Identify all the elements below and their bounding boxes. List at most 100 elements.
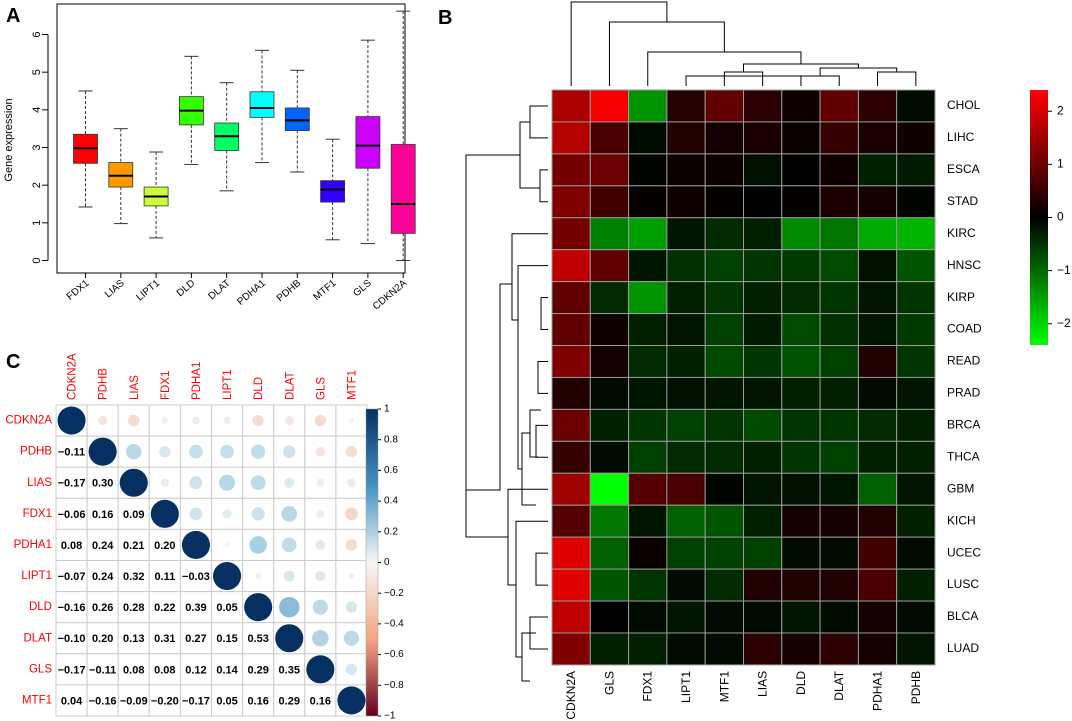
heatmap-cell <box>704 376 745 410</box>
heatmap-cell <box>819 281 859 315</box>
heatmap-cell <box>666 568 706 602</box>
heatmap-cell <box>743 185 783 219</box>
box-pdha1 <box>249 49 275 164</box>
corr-circle <box>316 478 325 487</box>
corr-value: 0.08 <box>154 664 175 676</box>
heatmap-cell <box>857 313 898 347</box>
corr-value: 0.16 <box>247 695 268 707</box>
corr-circle <box>224 542 230 548</box>
col-dendro-branch <box>877 71 917 86</box>
row-dendro-branch <box>521 432 536 506</box>
corr-cell <box>148 622 181 655</box>
corr-legend-label: 0.4 <box>384 496 398 507</box>
heatmap-cell <box>857 153 898 187</box>
corr-circle <box>219 474 235 491</box>
corr-value: 0.08 <box>61 540 82 552</box>
corr-circle <box>284 477 295 488</box>
row-label-kirp: KIRP <box>947 290 975 304</box>
col-label-dld: DLD <box>794 671 808 695</box>
corr-row-label: LIPT1 <box>21 570 52 582</box>
row-label-gbm: GBM <box>947 481 974 495</box>
corr-circle <box>315 540 326 550</box>
panel-label-c: C <box>6 351 20 373</box>
corr-cell <box>211 684 244 717</box>
y-tick-label: 2 <box>31 182 43 188</box>
corr-row-label: DLAT <box>23 632 52 644</box>
heatmap-cell <box>819 121 859 155</box>
corr-circle <box>255 572 262 580</box>
corr-circle <box>213 562 242 591</box>
heatmap-cell <box>551 153 591 187</box>
corr-value: −0.17 <box>58 478 86 490</box>
heatmap-cell <box>551 632 591 666</box>
corr-cell <box>304 497 337 530</box>
x-tick-label: LIAS <box>103 278 127 301</box>
heatmap-cell <box>666 536 706 570</box>
heatmap-cell <box>704 345 745 378</box>
corr-circle <box>244 593 273 622</box>
corr-cell <box>86 528 119 562</box>
corr-circle <box>250 444 266 459</box>
corr-cell <box>55 684 88 717</box>
heatmap-cell <box>704 121 745 155</box>
panel-label-a: A <box>6 5 20 27</box>
heatmap-cell <box>628 504 668 538</box>
heatmap-cell <box>666 600 706 634</box>
heatmap-cell <box>666 313 706 347</box>
heatmap-cell <box>743 281 783 315</box>
row-dendro-branch <box>511 233 548 321</box>
heatmap-cell <box>666 376 706 410</box>
corr-cell <box>148 684 181 717</box>
corr-circle <box>279 596 300 618</box>
corr-legend-label: 0.6 <box>384 465 398 476</box>
heatmap-cell <box>666 440 706 474</box>
heatmap-cell <box>819 89 859 123</box>
corr-col-label: LIAS <box>129 375 141 400</box>
col-label-pdhb: PDHB <box>909 671 923 704</box>
corr-circle <box>345 446 358 458</box>
heatmap-cell <box>743 153 783 187</box>
heatmap-cell <box>819 568 859 602</box>
corr-cell <box>179 591 212 624</box>
heatmap-cell <box>551 536 591 570</box>
corr-value: 0.08 <box>123 664 144 676</box>
heatmap-cell <box>743 217 783 251</box>
corr-cell <box>242 684 275 717</box>
corr-circle <box>159 446 171 458</box>
box-body <box>249 91 275 118</box>
corr-cell <box>55 497 88 530</box>
heatmap-cell <box>589 632 630 666</box>
heatmap-cell <box>896 504 936 538</box>
corr-row-label: GLS <box>29 663 52 675</box>
col-label-dlat: DLAT <box>832 670 846 700</box>
corr-circle <box>150 499 179 528</box>
corr-circle <box>284 416 294 425</box>
heatmap-cell <box>819 504 859 538</box>
heatmap-cell <box>551 600 591 634</box>
panel-c: −0.11−0.17 0.30−0.06 0.16 0.090.08 0.24 0.21 0… <box>5 353 404 721</box>
heatmap-cell <box>589 217 630 251</box>
col-label-lipt1: LIPT1 <box>679 671 693 703</box>
corr-value: 0.16 <box>92 509 113 521</box>
row-label-brca: BRCA <box>947 418 980 432</box>
heatmap-cell <box>896 440 936 474</box>
box-body <box>284 107 310 131</box>
col-label-fdx1: FDX1 <box>641 671 655 702</box>
heatmap-cell <box>666 153 706 187</box>
corr-circle <box>314 414 327 427</box>
corr-circle <box>181 530 210 559</box>
heatmap-cell <box>781 313 821 347</box>
heatmap-cell <box>743 345 783 378</box>
heatmap-cell <box>743 249 783 283</box>
heatmap-cell <box>781 249 821 283</box>
corr-circle <box>312 629 329 647</box>
x-tick-label: DLD <box>175 278 197 299</box>
heatmap-cell <box>589 121 630 155</box>
corr-value: 0.32 <box>123 571 144 583</box>
corr-cell <box>117 528 150 562</box>
heatmap-cell <box>857 185 898 219</box>
corr-circle <box>252 414 264 427</box>
heatmap-cell <box>666 89 706 123</box>
corr-col-label: PDHA1 <box>191 362 203 400</box>
row-dendro-branch <box>507 488 548 586</box>
